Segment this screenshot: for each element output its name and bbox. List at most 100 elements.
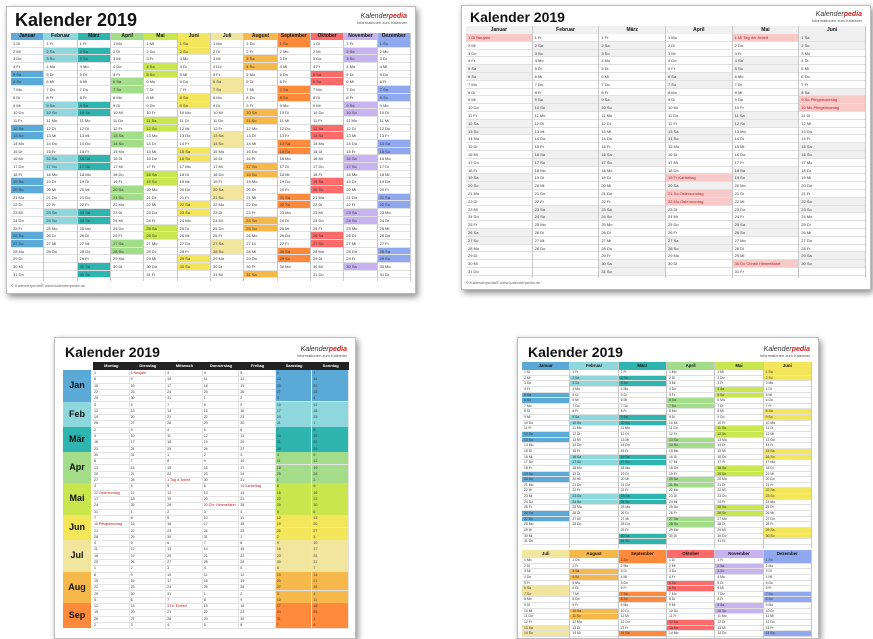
day-cell: 15 bbox=[275, 489, 313, 496]
day-cell: 8 bbox=[93, 571, 130, 578]
day-cell: 12 bbox=[203, 433, 240, 440]
day-cell: 17 Do bbox=[11, 163, 44, 171]
day-cell: 3 Fr bbox=[732, 50, 799, 58]
day-cell: 23 Sa bbox=[618, 494, 666, 500]
day-cell: 27 Do bbox=[799, 237, 865, 245]
calendar-preview-year-landscape[interactable]: Kalender 2019 Kalenderpedia Informatione… bbox=[6, 6, 416, 294]
day-cell: 28 bbox=[275, 445, 313, 452]
day-cell: 8 bbox=[130, 514, 167, 522]
calendar-preview-week-portrait[interactable]: Kalender 2019 Kalenderpedia Informatione… bbox=[54, 337, 356, 639]
day-cell: 21 So bbox=[666, 482, 715, 489]
day-cell: 20 Mo bbox=[144, 186, 177, 194]
day-cell: 25 bbox=[130, 502, 167, 509]
day-cell: 11 bbox=[93, 546, 130, 553]
week-row: 16 17 18 19 20 21 22 bbox=[93, 439, 349, 447]
day-cell: 30 Di bbox=[210, 263, 244, 271]
week-row: 8 9 10 11 12 13 14 bbox=[93, 571, 349, 579]
day-cell: 23 So bbox=[763, 494, 811, 500]
day-cell: 17 bbox=[93, 496, 130, 503]
day-cell: 7 Do bbox=[570, 404, 618, 410]
day-cell: 15 Fr bbox=[618, 449, 666, 455]
day-cell: 7 So bbox=[110, 86, 144, 94]
day-cell: 2 Mi bbox=[522, 376, 570, 382]
day-cell: 11 Do bbox=[666, 426, 715, 433]
day-cell: 8 Di bbox=[310, 94, 344, 102]
day-cell: 11 Fr bbox=[522, 426, 570, 433]
month-column: März 1 Fr 2 Sa 3 So 4 Mo 5 Di 6 Mi 7 Do 8 Fr 9 Sa… bbox=[618, 362, 667, 548]
day-cell: 10 bbox=[166, 376, 203, 383]
day-cell: 26 Di bbox=[570, 511, 618, 517]
day-cell: 26 Di bbox=[77, 232, 110, 240]
day-cell: 15 So bbox=[277, 147, 310, 156]
day-cell: 22 Fr bbox=[344, 201, 377, 210]
week-row: 3 4 5 6 19 Karfreitag 8 9 bbox=[93, 483, 349, 491]
month-column: April 1 Mo 2 Di 3 Mi 4 Do 5 Fr 6 Sa 7 So 8 Mo 9 D… bbox=[665, 26, 733, 278]
day-cell: 29 Mo bbox=[210, 255, 244, 263]
day-cell: 18 Do bbox=[110, 171, 144, 179]
day-cell: 26 Sa bbox=[11, 232, 44, 240]
day-cell: 1 Tag d. Arbeit bbox=[166, 477, 203, 484]
day-cell: 11 Di bbox=[177, 117, 210, 125]
day-cell: 12 bbox=[93, 603, 130, 610]
day-cell: 17 bbox=[203, 521, 240, 528]
day-cell: 13 Sa bbox=[210, 132, 244, 140]
day-cell: 2 Di bbox=[210, 48, 244, 56]
day-cell: 2 Di bbox=[665, 42, 732, 50]
day-cell: 30 Chr. Himmelfahrt bbox=[203, 502, 240, 509]
day-cell: 25 Mo bbox=[570, 505, 618, 512]
calendar-preview-two-halfyears-portrait[interactable]: Kalender 2019 Kalenderpedia Informatione… bbox=[517, 337, 819, 639]
day-cell: 11 Mi bbox=[277, 117, 310, 125]
day-cell: 31 Di bbox=[377, 271, 410, 279]
day-cell bbox=[763, 539, 811, 545]
day-cell: 19 bbox=[312, 464, 349, 471]
month-column: März 1 Fr 2 Sa 3 So 4 Mo 5 Di 6 Mi 7 Do 8 Fr 9 Sa… bbox=[599, 26, 666, 278]
day-cell: 8 Mi bbox=[715, 409, 763, 416]
day-cell: 21 Sa bbox=[277, 193, 310, 202]
day-cell: 14 Fr bbox=[177, 140, 210, 148]
day-cell: 1 Do bbox=[244, 40, 277, 48]
day-cell: 25 Fr bbox=[522, 505, 570, 512]
day-cell: 14 bbox=[312, 571, 349, 578]
week-row: 26 27 28 29 30 31 1 bbox=[93, 615, 349, 623]
day-cell: 2 Fr bbox=[244, 48, 277, 56]
day-cell: 14 Mi bbox=[244, 140, 277, 148]
month-label: Jan bbox=[63, 370, 91, 402]
calendar-preview-halfyear-landscape[interactable]: Kalender 2019 Kalenderpedia Informatione… bbox=[461, 5, 871, 290]
day-cell: 18 Do bbox=[666, 466, 715, 472]
day-cell: 19 Di bbox=[599, 174, 665, 183]
day-cell: 21 Do bbox=[570, 483, 618, 489]
day-cell: 18 Mo bbox=[618, 466, 666, 472]
week-row: 5 6 7 8 9 10 11 bbox=[93, 401, 349, 409]
month-column: Februar 1 Fr 2 Sa 3 So 4 Mo 5 Di 6 Mi 7 Do 8 Fr 9… bbox=[44, 33, 78, 281]
day-cell: 4 Do bbox=[522, 575, 570, 581]
day-cell: 8 bbox=[166, 458, 203, 465]
day-cell: 22 bbox=[239, 552, 276, 559]
weekday-label: Freitag bbox=[250, 363, 265, 368]
day-cell: 23 Di bbox=[110, 209, 144, 217]
day-cell: 5 bbox=[239, 370, 276, 377]
day-cell: 15 Di bbox=[522, 449, 570, 455]
month-label: Apr bbox=[63, 451, 91, 484]
day-cell: 16 Di bbox=[666, 455, 715, 461]
day-cell: 10 Mo Pfingstmontag bbox=[799, 104, 865, 112]
day-cell: 9 Mo bbox=[618, 603, 666, 609]
month-header: Juni bbox=[799, 26, 865, 34]
day-cell: 21 Mo bbox=[466, 190, 532, 198]
day-cell: 23 bbox=[93, 445, 130, 452]
day-cell: 30 So bbox=[177, 262, 210, 271]
day-cell: 9 Do bbox=[732, 96, 799, 105]
day-cell bbox=[277, 270, 310, 279]
day-cell: 14 Mi bbox=[570, 631, 618, 637]
day-cell: 24 Mi bbox=[665, 213, 732, 222]
day-cell: 3 Mi bbox=[522, 569, 570, 575]
day-cell: 15 bbox=[203, 407, 240, 415]
day-cell: 6 Mi bbox=[344, 78, 377, 87]
day-cell: 16 So bbox=[177, 155, 210, 163]
day-cell: 17 So bbox=[532, 158, 599, 167]
day-cell: 23 bbox=[166, 527, 203, 534]
day-cell: 24 bbox=[312, 552, 349, 559]
day-cell: 10 Mi bbox=[110, 109, 144, 117]
day-cell: 7 Do bbox=[44, 86, 77, 94]
day-cell: 17 Sa bbox=[244, 163, 277, 171]
day-cell: 12 Di bbox=[599, 120, 665, 128]
